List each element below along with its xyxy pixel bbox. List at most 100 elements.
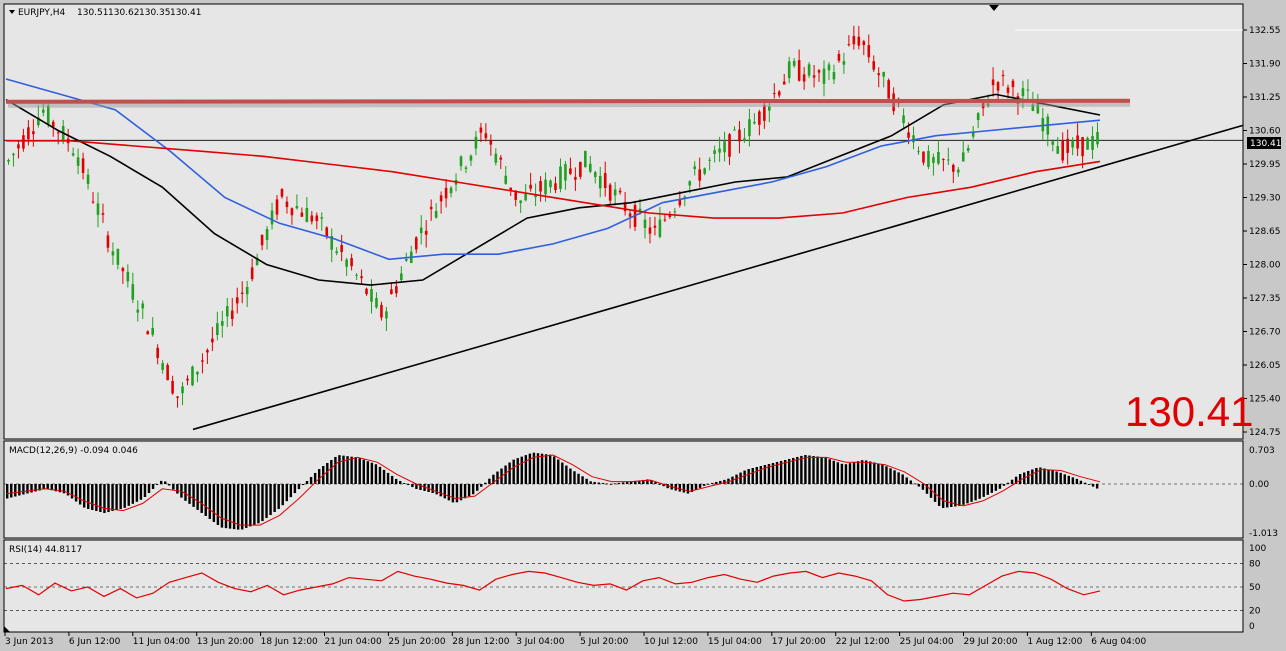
candle-body: [494, 153, 498, 163]
macd-bar: [1063, 474, 1066, 485]
candle-body: [887, 80, 890, 99]
macd-bar: [50, 484, 53, 491]
macd-bar: [326, 463, 329, 485]
macd-bar: [265, 484, 268, 519]
candle-body: [464, 167, 468, 169]
macd-bar: [917, 484, 921, 487]
candle-body: [365, 288, 368, 295]
candle-body: [777, 91, 781, 96]
macd-bar: [492, 474, 495, 485]
candle-body: [340, 245, 343, 252]
macd-bar: [362, 459, 365, 485]
candle-body: [260, 234, 264, 246]
candle-body: [698, 169, 701, 181]
macd-bar: [516, 458, 519, 485]
candle-body: [96, 203, 100, 215]
macd-bar: [621, 482, 625, 485]
candle-body: [1011, 80, 1015, 88]
macd-bar: [87, 484, 90, 509]
candle-body: [91, 201, 95, 203]
macd-bar: [873, 462, 876, 485]
time-tick-label: 3 Jul 04:00: [516, 637, 565, 647]
candle-body: [1061, 140, 1065, 161]
candle-body: [330, 236, 334, 250]
candle-body: [265, 229, 269, 241]
candle-body: [106, 235, 110, 248]
macd-bar: [820, 457, 823, 485]
macd-bar: [143, 484, 147, 498]
candle-body: [41, 109, 45, 113]
time-tick-label: 25 Jul 04:00: [900, 637, 954, 647]
candle-body: [235, 297, 239, 304]
macd-bar: [808, 455, 811, 485]
macd-bar: [338, 455, 341, 485]
candle-body: [748, 119, 751, 137]
time-tick-label: 29 Jul 20:00: [964, 637, 1018, 647]
macd-bar: [14, 484, 17, 497]
candle-body: [439, 195, 443, 202]
macd-bar: [390, 475, 394, 485]
macd-bar: [759, 466, 763, 485]
axis-layer: 132.55 131.90 131.25 130.60 129.95 129.30 128.…: [4, 26, 1281, 647]
time-tick-label: 22 Jul 12:00: [836, 637, 890, 647]
macd-bar: [788, 458, 791, 485]
candle-body: [847, 44, 851, 46]
macd-bar: [159, 480, 163, 485]
candle-body: [753, 121, 756, 124]
candle-body: [395, 286, 398, 294]
macd-bar: [946, 484, 949, 508]
macd-bar: [613, 483, 617, 485]
macd-label: MACD(12,26,9) -0.094 0.046: [9, 446, 138, 456]
macd-bar: [257, 484, 260, 524]
macd-bar: [536, 453, 540, 485]
time-tick-label: 1 Aug 12:00: [1027, 637, 1082, 647]
candle-body: [310, 215, 314, 222]
macd-bar: [184, 484, 187, 501]
macd-bar: [577, 473, 580, 485]
macd-bar: [10, 484, 13, 498]
candle-body: [126, 271, 130, 282]
macd-bar: [658, 484, 661, 485]
candle-body: [877, 73, 881, 76]
macd-bar: [354, 457, 357, 485]
candle-body: [499, 157, 503, 160]
macd-bar: [228, 484, 232, 529]
candle-body: [703, 168, 706, 174]
candle-body: [230, 310, 234, 320]
macd-bar: [236, 484, 240, 530]
candle-body: [7, 160, 10, 162]
macd-bar: [342, 455, 345, 485]
macd-bar: [783, 459, 787, 485]
price-tick-label: 126.05: [1249, 361, 1281, 371]
macd-bar: [95, 484, 98, 511]
ohlc-high: 130.62: [108, 8, 140, 18]
candle-body: [221, 321, 224, 326]
macd-bar: [467, 484, 471, 497]
menu-triangle-icon[interactable]: [9, 10, 15, 14]
macd-bar: [496, 471, 499, 485]
macd-bar: [561, 462, 564, 485]
candle-body: [469, 155, 473, 161]
candle-body: [370, 289, 373, 302]
macd-bar: [127, 484, 130, 506]
candle-body: [250, 267, 254, 280]
rsi-tick-label: 80: [1249, 560, 1261, 570]
macd-bar: [617, 482, 621, 485]
candle-body: [549, 180, 552, 188]
candle-body: [275, 199, 279, 215]
candle-body: [335, 251, 338, 254]
macd-bar: [147, 484, 151, 493]
macd-bar: [394, 478, 398, 485]
macd-bar: [1002, 484, 1006, 486]
shift-marker-icon[interactable]: [989, 5, 999, 11]
resistance-line: [5, 98, 1131, 104]
candle-body: [290, 208, 294, 216]
candle-body: [22, 135, 25, 149]
candle-body: [444, 187, 448, 199]
macd-bar: [208, 484, 211, 519]
macd-bar: [131, 484, 135, 504]
macd-bar: [650, 480, 653, 485]
candle-body: [917, 151, 920, 153]
candle-body: [305, 208, 309, 222]
macd-bar: [548, 454, 552, 485]
